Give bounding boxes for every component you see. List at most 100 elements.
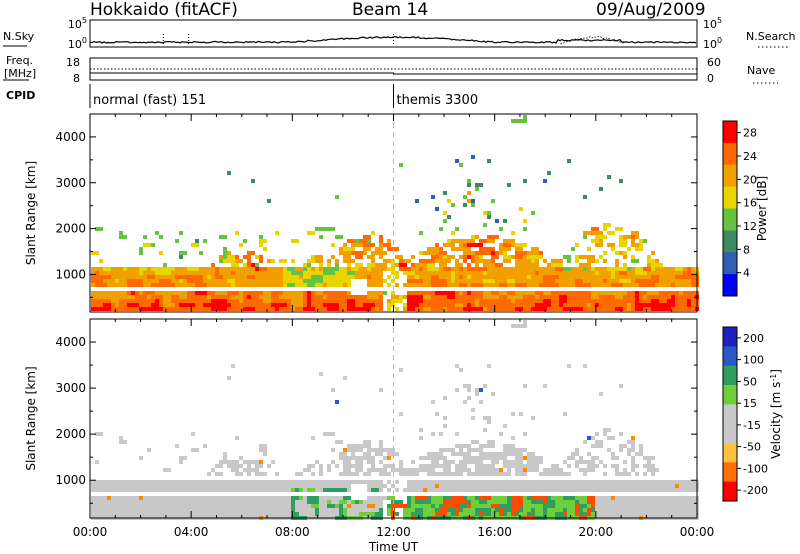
cell <box>475 504 479 508</box>
cell <box>435 259 439 263</box>
cell <box>523 219 527 223</box>
cell <box>163 508 167 512</box>
cell <box>499 307 503 311</box>
cell <box>515 251 519 255</box>
cell <box>459 504 463 508</box>
cell <box>507 504 511 508</box>
cell <box>371 231 375 235</box>
cell <box>163 496 167 500</box>
cell <box>551 303 555 307</box>
cell <box>279 279 283 283</box>
cell <box>211 484 215 488</box>
cell <box>551 299 555 303</box>
cell <box>483 239 487 243</box>
cell <box>427 283 431 287</box>
cell <box>455 444 459 448</box>
cell <box>359 504 363 508</box>
cell <box>151 303 155 307</box>
cell <box>379 251 383 255</box>
cell <box>579 484 583 488</box>
cell <box>463 384 467 388</box>
cell <box>195 488 199 492</box>
nave-tick-top: 60 <box>707 56 721 69</box>
cell <box>339 295 343 299</box>
cell <box>499 496 503 500</box>
cell <box>451 472 455 476</box>
cell <box>575 452 579 456</box>
cell <box>427 464 431 468</box>
cell <box>579 512 583 516</box>
cell <box>579 255 583 259</box>
cell <box>667 488 671 492</box>
cell <box>463 500 467 504</box>
cell <box>299 307 303 311</box>
cell <box>371 448 375 452</box>
cell <box>199 295 203 299</box>
cell <box>95 299 99 303</box>
cell <box>479 251 483 255</box>
cell <box>531 303 535 307</box>
cell <box>147 303 151 307</box>
cell <box>675 488 679 492</box>
cell <box>431 500 435 504</box>
xtick-label-6: 00:00 <box>680 525 715 539</box>
cell <box>623 283 627 287</box>
cell <box>599 508 603 512</box>
cell <box>555 468 559 472</box>
cell <box>459 283 463 287</box>
cell <box>519 299 523 303</box>
cell <box>255 279 259 283</box>
cell <box>487 307 491 311</box>
cell <box>395 299 399 303</box>
cell <box>675 307 679 311</box>
cell <box>627 508 631 512</box>
cell <box>555 291 559 295</box>
cell <box>599 299 603 303</box>
cell <box>291 271 295 275</box>
cell <box>379 480 383 484</box>
cell <box>639 448 643 452</box>
cell <box>115 299 119 303</box>
cell <box>567 496 571 500</box>
cell <box>155 275 159 279</box>
cell <box>355 472 359 476</box>
cell <box>539 275 543 279</box>
cell <box>123 512 127 516</box>
cell <box>575 484 579 488</box>
cell <box>155 500 159 504</box>
cell <box>99 508 103 512</box>
cell <box>475 263 479 267</box>
cell <box>455 307 459 311</box>
cell <box>511 508 515 512</box>
cell <box>351 464 355 468</box>
cell <box>447 255 451 259</box>
cell <box>219 472 223 476</box>
cell <box>219 283 223 287</box>
cell <box>375 480 379 484</box>
cell <box>351 295 355 299</box>
cell <box>283 271 287 275</box>
cell <box>515 299 519 303</box>
cell <box>183 271 187 275</box>
cell <box>311 488 315 492</box>
cell <box>435 207 439 211</box>
cell <box>259 460 263 464</box>
cell <box>427 299 431 303</box>
cell <box>339 247 343 251</box>
cell <box>331 227 335 231</box>
cell <box>419 283 423 287</box>
cell <box>471 307 475 311</box>
cell <box>655 299 659 303</box>
cell <box>475 251 479 255</box>
cell <box>483 472 487 476</box>
cell <box>343 307 347 311</box>
cell <box>259 259 263 263</box>
cell <box>219 488 223 492</box>
cell <box>231 480 235 484</box>
cell <box>319 227 323 231</box>
cell <box>483 211 487 215</box>
cell <box>135 484 139 488</box>
cell <box>491 267 495 271</box>
cell <box>487 263 491 267</box>
cell <box>299 504 303 508</box>
